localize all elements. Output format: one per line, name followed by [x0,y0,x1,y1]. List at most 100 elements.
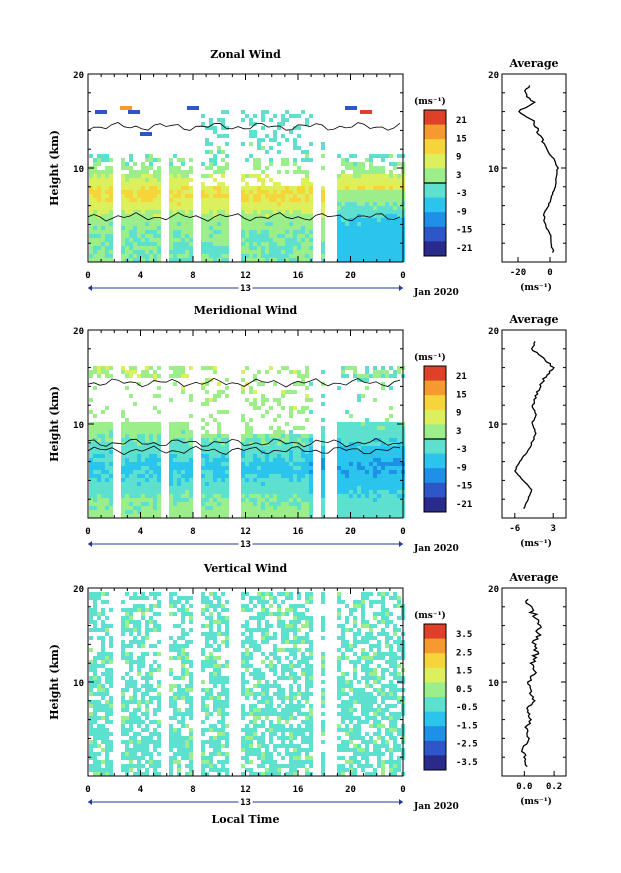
heatmap-cell [129,700,133,704]
heatmap-cell [381,194,385,198]
heatmap-cell [249,462,253,466]
heatmap-cell [349,414,353,418]
heatmap-cell [173,242,177,246]
heatmap-cell [177,708,181,712]
colorbar-swatch [424,366,446,382]
heatmap-cell [133,486,137,490]
heatmap-cell [373,174,377,178]
heatmap-cell [293,490,297,494]
heatmap-cell [273,222,277,226]
heatmap-cell [173,470,177,474]
heatmap-cell [349,222,353,226]
heatmap-cell [285,490,289,494]
heatmap-cell [213,498,217,502]
heatmap-cell [369,242,373,246]
heatmap-cell [289,218,293,222]
heatmap-cell [249,632,253,636]
heatmap-cell [137,760,141,764]
heatmap-cell [105,454,109,458]
heatmap-cell [153,222,157,226]
heatmap-cell [273,692,277,696]
heatmap-cell [249,238,253,242]
heatmap-cell [89,486,93,490]
heatmap-cell [181,608,185,612]
heatmap-cell [177,178,181,182]
heatmap-cell [261,628,265,632]
colorbar-swatch [424,497,446,513]
heatmap-cell [253,186,257,190]
heatmap-cell [105,466,109,470]
heatmap-cell [221,258,225,262]
heatmap-cell [221,498,225,502]
heatmap-cell [181,506,185,510]
heatmap-cell [277,656,281,660]
heatmap-cell [89,740,93,744]
heatmap-cell [189,474,193,478]
heatmap-cell [269,752,273,756]
heatmap-cell [153,234,157,238]
heatmap-cell [225,692,229,696]
heatmap-cell [177,712,181,716]
heatmap-cell [185,374,189,378]
heatmap-cell [177,466,181,470]
heatmap-cell [121,482,125,486]
heatmap-cell [365,198,369,202]
heatmap-cell [297,640,301,644]
heatmap-cell [261,608,265,612]
heatmap-cell [285,712,289,716]
heatmap-cell [185,708,189,712]
heatmap-cell [249,470,253,474]
heatmap-cell [205,482,209,486]
heatmap-cell [345,506,349,510]
heatmap-cell [289,752,293,756]
heatmap-cell [89,454,93,458]
heatmap-cell [153,490,157,494]
heatmap-cell [129,676,133,680]
heatmap-cell [389,438,393,442]
heatmap-cell [241,748,245,752]
heatmap-cell [273,250,277,254]
heatmap-cell [129,246,133,250]
heatmap-cell [241,704,245,708]
heatmap-cell [225,202,229,206]
heatmap-cell [181,242,185,246]
heatmap-cell [125,162,129,166]
heatmap-cell [281,708,285,712]
heatmap-cell [89,506,93,510]
heatmap-cell [213,158,217,162]
heatmap-cell [129,206,133,210]
heatmap-cell [141,656,145,660]
heatmap-cell [89,426,93,430]
heatmap-cell [393,478,397,482]
heatmap-cell [341,466,345,470]
heatmap-cell [169,234,173,238]
heatmap-cell [105,210,109,214]
heatmap-cell [141,242,145,246]
heatmap-cell [241,466,245,470]
heatmap-cell [101,234,105,238]
heatmap-cell [381,250,385,254]
heatmap-cell [209,466,213,470]
heatmap-cell [153,732,157,736]
heatmap-cell [381,486,385,490]
heatmap-cell [97,374,101,378]
heatmap-cell [133,692,137,696]
heatmap-cell [209,446,213,450]
heatmap-cell [93,230,97,234]
heatmap-cell [149,438,153,442]
heatmap-cell [293,752,297,756]
heatmap-cell [281,210,285,214]
colorbar-tick-label: 15 [456,134,467,144]
heatmap-cell [245,760,249,764]
heatmap-cell [289,684,293,688]
heatmap-cell [261,238,265,242]
heatmap-cell [293,764,297,768]
heatmap-cell [141,162,145,166]
heatmap-cell [309,446,313,450]
heatmap-cell [277,478,281,482]
heatmap-cell [157,450,161,454]
heatmap-cell [129,656,133,660]
heatmap-cell [393,430,397,434]
heatmap-cell [285,720,289,724]
heatmap-cell [125,660,129,664]
